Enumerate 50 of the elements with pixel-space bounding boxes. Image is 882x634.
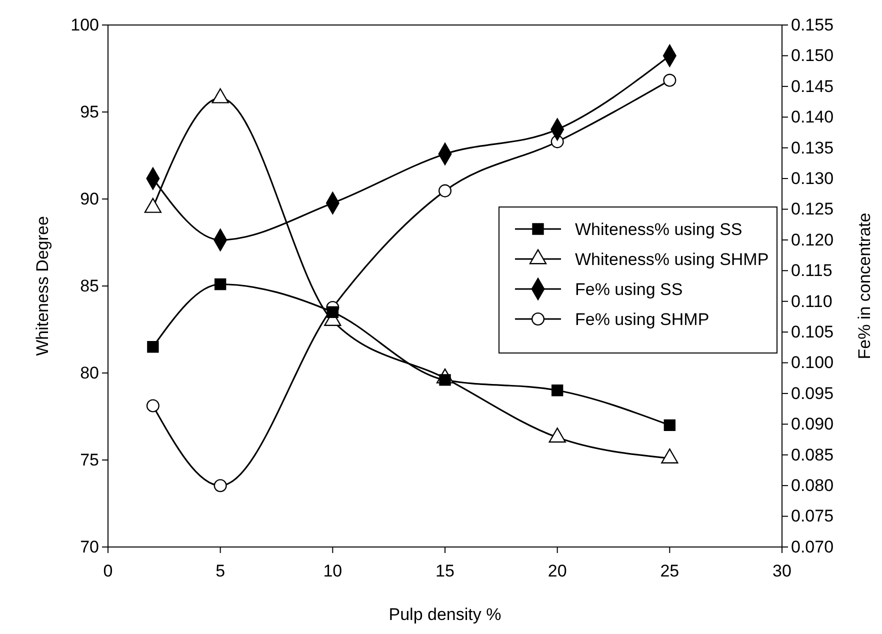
x-tick-label: 30: [772, 561, 792, 580]
y-tick-label: 80: [80, 363, 99, 382]
x-tick-label: 15: [436, 561, 454, 580]
y-tick-label: 75: [80, 450, 99, 470]
y2-tick-label: 0.085: [791, 445, 834, 464]
y-axis-title: Whiteness Degree: [33, 216, 52, 356]
legend-label: Whiteness% using SHMP: [575, 250, 769, 269]
y2-tick-label: 0.100: [791, 353, 834, 372]
y2-tick-label: 0.070: [791, 537, 834, 556]
y2-tick-label: 0.130: [791, 168, 834, 188]
y2-tick-label: 0.105: [791, 322, 834, 342]
y-tick-label: 100: [70, 15, 99, 34]
y2-tick-label: 0.080: [791, 476, 834, 496]
y-tick-label: 70: [80, 537, 99, 556]
point: [146, 399, 160, 412]
y2-tick-label: 0.135: [791, 138, 834, 158]
point: [212, 88, 229, 104]
y2-tick-label: 0.120: [791, 230, 834, 250]
point: [147, 341, 159, 353]
legend-label: Fe% using SS: [575, 280, 683, 299]
x-tick-label: 5: [216, 561, 226, 580]
y2-tick-label: 0.145: [791, 76, 834, 96]
y2-tick-label: 0.155: [791, 15, 834, 34]
x-tick-label: 10: [323, 561, 342, 580]
point: [663, 74, 676, 87]
point: [664, 419, 676, 432]
y2-tick-label: 0.075: [791, 506, 834, 526]
x-tick-label: 20: [548, 561, 567, 580]
point: [326, 306, 339, 318]
point: [214, 479, 227, 492]
y2-tick-label: 0.095: [791, 384, 834, 403]
point: [438, 184, 452, 198]
point: [214, 278, 226, 290]
x-axis-title: Pulp density %: [388, 605, 502, 624]
y2-tick-label: 0.125: [791, 200, 834, 219]
x-tick-label: 25: [660, 561, 680, 580]
x-tick-label: 0: [103, 561, 113, 580]
y-tick-label: 85: [80, 276, 99, 296]
y2-axis-title: Fe% in concentrate: [855, 212, 874, 360]
y2-tick-label: 0.115: [791, 261, 832, 280]
y-tick-label: 90: [80, 189, 99, 208]
point: [144, 198, 162, 213]
y2-tick-label: 0.110: [791, 292, 832, 311]
y-tick-label: 95: [80, 102, 99, 122]
legend-label: Whiteness% using SS: [575, 220, 742, 239]
y2-tick-label: 0.090: [791, 414, 834, 434]
legend-label: Fe% using SHMP: [575, 310, 710, 329]
point: [551, 384, 564, 396]
y2-tick-label: 0.150: [791, 46, 834, 66]
y2-tick-label: 0.140: [791, 108, 834, 127]
